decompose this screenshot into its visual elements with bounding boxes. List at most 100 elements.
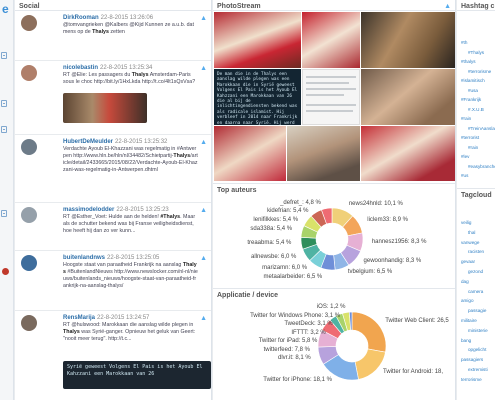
tag-link[interactable]: camera <box>468 288 484 294</box>
donut-slice[interactable] <box>348 311 353 331</box>
tweet-text: Verdachte Ayoub El-Khazzani was regelmat… <box>63 146 198 173</box>
chart-label: TweetDeck: 3,1 % <box>284 321 333 328</box>
tag-link[interactable]: #rain <box>468 144 479 150</box>
photo-grid: De man die in de Thalys een aanslag wild… <box>213 11 455 181</box>
tag-link[interactable]: racisten <box>468 249 485 255</box>
twitter-bird-icon: ▲ <box>444 3 451 10</box>
list-item[interactable]: RensMarija 22-8-2015 13:24:57 ▲ RT @hulsw… <box>15 311 211 400</box>
avatar[interactable] <box>21 15 37 31</box>
tag-link[interactable]: thal <box>468 229 476 235</box>
tag-link[interactable]: amigo <box>461 298 474 304</box>
tag-link[interactable]: gevaar <box>461 259 476 265</box>
tag-link[interactable]: extremisti <box>468 367 488 372</box>
list-item[interactable]: nicolebastin 22-8-2015 13:25:34 ▲ RT @Eli… <box>15 61 211 135</box>
avatar[interactable] <box>21 65 37 81</box>
tag-link[interactable]: dag <box>461 278 469 284</box>
timestamp: 22-8-2015 13:25:05 <box>107 255 160 261</box>
chart-label: gewoonhandig: 8,3 % <box>363 258 422 265</box>
document-icon[interactable] <box>1 126 7 133</box>
document-icon[interactable] <box>1 100 7 107</box>
list-item[interactable]: DirkRooman 22-8-2015 13:26:06 ▲ @tomvangr… <box>15 11 211 61</box>
tag-link[interactable]: #thalys <box>461 59 476 64</box>
avatar[interactable] <box>21 207 37 223</box>
list-item[interactable]: HubertDeMeulder 22-8-2015 13:25:32 ▲ Verd… <box>15 135 211 203</box>
tag-link[interactable]: veilig <box>461 220 472 225</box>
tag-link[interactable]: militaire <box>461 318 477 323</box>
tag-link[interactable]: #islamitisch <box>461 78 485 83</box>
tweet-text: RT @Elie: Les passagers du Thalys Amster… <box>63 72 196 85</box>
brand-logo: e <box>2 2 9 16</box>
chart-label: IFTTT: 3,2 % <box>291 329 326 336</box>
tag-link[interactable]: #usa <box>468 87 478 93</box>
username[interactable]: HubertDeMeulder <box>63 139 114 145</box>
twitter-bird-icon: ▲ <box>200 255 207 262</box>
avatar[interactable] <box>21 139 37 155</box>
tag-link[interactable]: bang <box>461 337 472 343</box>
hashtag-panel: Hashtag clou #th#Thalys #thalys #terrorism… <box>457 0 495 400</box>
tag-link[interactable]: ministerie <box>468 327 488 333</box>
tag-link[interactable]: #easybranche <box>468 163 495 169</box>
tag-link[interactable]: #terrorist <box>461 135 480 140</box>
timestamp: 22-8-2015 13:24:57 <box>97 315 150 321</box>
tag-link[interactable]: #Thalys <box>468 49 485 55</box>
chart-label: metaalarbeider: 6,5 % <box>263 273 323 280</box>
list-item[interactable]: buitenlandnws 22-8-2015 13:25:05 ▲ Hoogst… <box>15 251 211 311</box>
chart-label: hannesz1956: 8,3 % <box>371 238 427 245</box>
donut-slice[interactable] <box>351 311 387 353</box>
chart-label: lenifilkkes: 5,4 % <box>253 216 299 223</box>
chart-label: Twitter for iPhone: 18,1 % <box>263 376 332 383</box>
tag-link[interactable]: opgelicht <box>468 347 487 353</box>
photo-thumbnail[interactable]: De man die in de Thalys een aanslag wild… <box>214 69 301 125</box>
tag-link[interactable]: #terrorisme <box>468 68 492 74</box>
donut-slice[interactable] <box>321 207 333 225</box>
username[interactable]: buitenlandnws <box>63 255 105 261</box>
tweet-text: RT @hulswood: Marokkaan die aanslag wild… <box>63 322 196 342</box>
tagcloud-title: Tagcloud <box>457 188 495 199</box>
photo-thumbnail[interactable] <box>214 12 301 68</box>
username[interactable]: massimodelodder <box>63 207 115 213</box>
tag-link[interactable]: #us <box>461 173 469 178</box>
photo-thumbnail[interactable] <box>361 69 455 125</box>
username[interactable]: RensMarija <box>63 315 96 321</box>
photo-thumbnail[interactable] <box>361 12 455 68</box>
tag-link[interactable]: #Frankrijk <box>461 97 482 102</box>
tag-link[interactable]: terrorisme <box>461 376 482 382</box>
chart-label: marizamn: 6,0 % <box>262 265 308 271</box>
tag-link[interactable]: #.X.U.B <box>468 106 484 112</box>
document-icon[interactable] <box>1 210 7 217</box>
chart-label: Twitter for Windows Phone: 3,1 % <box>250 312 341 319</box>
photo-thumbnail[interactable] <box>361 126 455 181</box>
chart-label: treaabma: 5,4 % <box>247 240 292 247</box>
tag-link[interactable]: passagiers <box>461 357 484 363</box>
timestamp: 22-8-2015 13:26:06 <box>100 15 154 21</box>
tag-link[interactable]: passagie <box>468 308 487 314</box>
tag-link[interactable]: #lev <box>461 154 470 159</box>
tag-link[interactable]: #th <box>461 40 468 45</box>
photo-thumbnail[interactable] <box>214 126 286 181</box>
tag-link[interactable]: vanwege <box>461 239 480 245</box>
social-panel: Social DirkRooman 22-8-2015 13:26:06 ▲ @t… <box>15 0 212 400</box>
tag-link[interactable]: gezond <box>468 269 484 274</box>
social-feed[interactable]: DirkRooman 22-8-2015 13:26:06 ▲ @tomvangr… <box>15 11 211 400</box>
twitter-bird-icon: ▲ <box>200 139 207 146</box>
donut-slice[interactable] <box>354 348 386 380</box>
tag-link[interactable]: #TreinAanslag <box>468 125 495 131</box>
username[interactable]: DirkRooman <box>63 15 99 21</box>
document-icon[interactable] <box>1 52 7 59</box>
tweet-image[interactable] <box>63 93 147 123</box>
applicatie-title: Applicatie / device <box>213 288 455 299</box>
photo-thumbnail[interactable] <box>302 12 360 68</box>
avatar[interactable] <box>21 315 37 331</box>
username[interactable]: nicolebastin <box>63 65 99 71</box>
photo-thumbnail[interactable] <box>302 69 360 125</box>
avatar[interactable] <box>21 255 37 271</box>
tag-link[interactable]: #rain <box>461 116 472 121</box>
timestamp: 22-8-2015 13:25:34 <box>100 65 153 71</box>
chart-label: Twitter Web Client: 26,5 <box>385 317 449 324</box>
photo-thumbnail[interactable] <box>287 126 360 181</box>
applicatie-donut-chart <box>317 311 387 381</box>
chart-label: _defret_: 4,8 % <box>280 199 321 206</box>
list-item[interactable]: massimodelodder 22-8-2015 13:25:23 ▲ RT @… <box>15 203 211 251</box>
tweet-image[interactable]: Syrië geweest Volgens El Pais is het Ayo… <box>63 361 211 389</box>
chart-label: liclem33: 8,9 % <box>367 217 408 224</box>
